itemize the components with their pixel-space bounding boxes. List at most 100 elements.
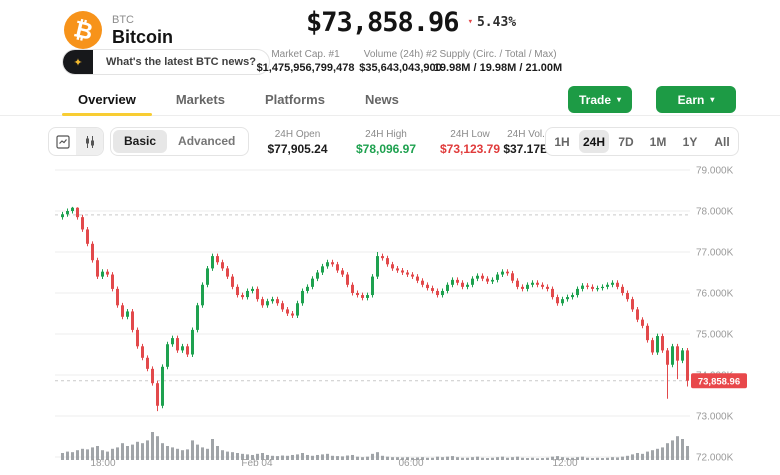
candle-body [511, 273, 514, 281]
mode-basic-button[interactable]: Basic [113, 130, 168, 153]
candle-body [556, 297, 559, 304]
candle-body [361, 295, 364, 298]
range-1y-button[interactable]: 1Y [682, 134, 698, 149]
tab-news[interactable]: News [364, 92, 399, 107]
candle-body [311, 278, 314, 287]
candle-body [106, 271, 109, 275]
candle-body [461, 282, 464, 287]
candle-body [166, 344, 169, 367]
candle-body [341, 270, 344, 275]
volume-bar [266, 454, 269, 460]
volume-bar [581, 456, 584, 460]
volume-bar [196, 444, 199, 460]
latest-news-button[interactable]: ✦ What's the latest BTC news? [62, 49, 270, 75]
candle-body [326, 262, 329, 267]
x-axis-label: Feb 04 [241, 458, 273, 469]
volume-bar [231, 452, 234, 460]
line-chart-icon [55, 134, 70, 149]
volume-bar [536, 458, 539, 460]
volume-bar [461, 457, 464, 460]
candle-body [376, 256, 379, 277]
volume-bar [346, 455, 349, 460]
volume-bar [326, 453, 329, 460]
candle-body [506, 271, 509, 274]
volume-bar [146, 440, 149, 460]
candle-body [566, 297, 569, 300]
volume-bar [641, 453, 644, 460]
candle-body [226, 268, 229, 277]
candle-body [526, 284, 529, 289]
tab-markets[interactable]: Markets [175, 92, 225, 107]
candle-body [451, 279, 454, 285]
candle-body [466, 284, 469, 287]
y-axis-label: 77.000K [696, 248, 734, 259]
volume-bar [451, 456, 454, 460]
tab-platforms[interactable]: Platforms [264, 92, 325, 107]
line-chart-icon-button[interactable] [49, 128, 76, 155]
range-7d-button[interactable]: 7D [618, 134, 634, 149]
candle-body [631, 299, 634, 310]
candlestick-chart-icon-button[interactable] [76, 128, 103, 155]
volume-bar [221, 450, 224, 460]
candle-body [276, 299, 279, 304]
mode-advanced-button[interactable]: Advanced [178, 134, 236, 148]
candle-body [551, 288, 554, 298]
volume-bar [446, 456, 449, 460]
candle-body [471, 278, 474, 285]
candle-body [336, 264, 339, 271]
tab-overview[interactable]: Overview [62, 86, 152, 116]
candle-body [401, 270, 404, 273]
candle-body [371, 276, 374, 296]
candle-body [686, 350, 689, 381]
volume-bar [441, 457, 444, 460]
candle-body [86, 229, 89, 244]
coin-name: Bitcoin [112, 26, 173, 47]
earn-button[interactable]: Earn ▾ [656, 86, 736, 113]
volume-bar [161, 443, 164, 460]
volume-bar [571, 457, 574, 460]
y-axis-label: 76.000K [696, 289, 734, 300]
volume-bar [481, 457, 484, 460]
candle-body [601, 286, 604, 289]
candle-body [661, 336, 664, 351]
volume-bar [291, 454, 294, 460]
volume-bar [91, 447, 94, 460]
candle-body [591, 286, 594, 289]
volume-bar [621, 456, 624, 460]
range-1h-button[interactable]: 1H [554, 134, 570, 149]
volume-bar [171, 447, 174, 460]
candle-body [201, 284, 204, 306]
candle-body [431, 288, 434, 291]
volume-bar [421, 457, 424, 460]
range-all-button[interactable]: All [714, 134, 730, 149]
candle-body [441, 290, 444, 296]
candle-body [296, 303, 299, 316]
volume-bar [296, 454, 299, 460]
candle-body [666, 350, 669, 365]
volume-bar [361, 457, 364, 460]
candle-body [306, 286, 309, 291]
range-1m-button[interactable]: 1M [649, 134, 667, 149]
range-24h-button[interactable]: 24H [579, 130, 609, 153]
candle-body [286, 309, 289, 314]
volume-bar [246, 454, 249, 460]
price-chart-area[interactable]: 79.000K78.000K77.000K76.000K75.000K74.00… [0, 160, 780, 470]
volume-bar [316, 454, 319, 460]
volume-bar [201, 447, 204, 460]
candle-body [231, 276, 234, 287]
volume-bar [101, 450, 104, 460]
volume-bar [516, 456, 519, 460]
candlestick-chart[interactable]: 79.000K78.000K77.000K76.000K75.000K74.00… [0, 160, 780, 470]
chevron-down-icon: ▾ [617, 94, 622, 104]
volume-bar [86, 449, 89, 460]
volume-bar [486, 458, 489, 460]
volume-bar [126, 446, 129, 460]
candle-body [476, 275, 479, 279]
volume-bar [81, 448, 84, 460]
trade-button[interactable]: Trade ▾ [568, 86, 632, 113]
volume-bar [436, 456, 439, 460]
volume-bar [131, 444, 134, 460]
volume-bar [191, 440, 194, 460]
volume-bar [66, 451, 69, 460]
